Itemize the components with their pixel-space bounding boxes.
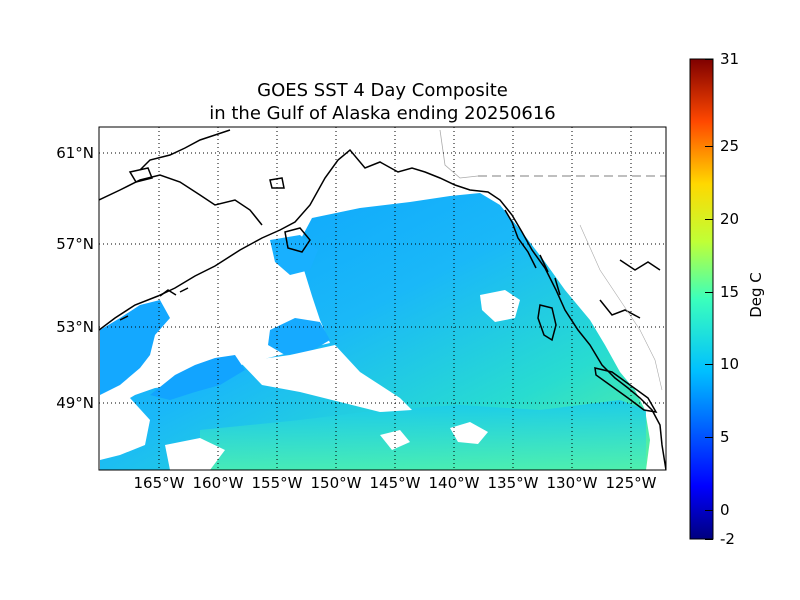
colorbar-tick-mark [705, 364, 713, 366]
bc-coast-islands [504, 209, 561, 296]
colorbar-tick-mark [705, 509, 713, 511]
lat-label-53: 53°N [56, 318, 94, 336]
colorbar-tick-label: 15 [720, 282, 740, 301]
north-slope-outline [139, 129, 231, 171]
colorbar-label: Deg C [747, 272, 765, 318]
province-border [579, 224, 663, 391]
lon-label-140: 140°W [428, 474, 480, 492]
bc-mainland-coast [599, 259, 661, 319]
cloud-gap-4 [165, 438, 225, 470]
lon-label-130: 130°W [546, 474, 598, 492]
colorbar-tick-mark [705, 291, 713, 293]
lat-label-57: 57°N [56, 235, 94, 253]
lon-label-150: 150°W [310, 474, 362, 492]
colorbar-tick-mark [705, 146, 713, 148]
colorbar-tick-mark [705, 219, 713, 220]
map-frame [98, 126, 667, 471]
cloud-gap-3 [480, 290, 520, 322]
sst-west-patch [100, 300, 170, 395]
lon-label-165: 165°W [133, 474, 185, 492]
colorbar-tick-label: 20 [720, 210, 740, 228]
colorbar-tick-label: 25 [720, 137, 740, 156]
haida-gwaii [537, 304, 557, 342]
colorbar-gradient [689, 58, 714, 540]
colorbar-tick-mark [705, 437, 713, 439]
vancouver-island [594, 367, 658, 413]
lon-label-145: 145°W [369, 474, 421, 492]
cloud-gap-2 [240, 345, 412, 412]
graticule [99, 127, 666, 470]
aleutian-islands [119, 287, 189, 321]
coastlines [99, 129, 666, 470]
sst-south-band [200, 400, 646, 470]
lon-label-135: 135°W [487, 474, 539, 492]
cloud-gap-5 [450, 422, 488, 444]
colorbar-tick-mark [705, 59, 713, 60]
chart-title-line1: GOES SST 4 Day Composite [257, 80, 508, 101]
colorbar-tick-label: 5 [720, 428, 730, 447]
colorbar-tick-label: 31 [720, 50, 740, 68]
alaska-canada-border [439, 129, 479, 179]
lon-label-155: 155°W [251, 474, 303, 492]
lon-label-125: 125°W [605, 474, 657, 492]
alaska-mainland-coast [99, 148, 666, 470]
chart-title-line2: in the Gulf of Alaska ending 20250616 [209, 103, 556, 124]
colorbar-tick-mark [705, 539, 713, 540]
alaska-lakes [128, 167, 285, 189]
sst-aleutian-patch [150, 355, 245, 400]
kodiak-island [284, 227, 311, 253]
sst-central-field [100, 193, 650, 470]
colorbar-tick-label: 0 [720, 500, 730, 519]
colorbar-tick-label: 10 [720, 355, 740, 374]
political-borders [439, 129, 666, 391]
lat-label-49: 49°N [56, 394, 94, 412]
lat-label-61: 61°N [56, 144, 94, 162]
cloud-gap-1 [100, 398, 150, 460]
lon-label-160: 160°W [192, 474, 244, 492]
alaska-interior-coast [99, 174, 263, 226]
colorbar-tick-label: -2 [720, 530, 735, 548]
